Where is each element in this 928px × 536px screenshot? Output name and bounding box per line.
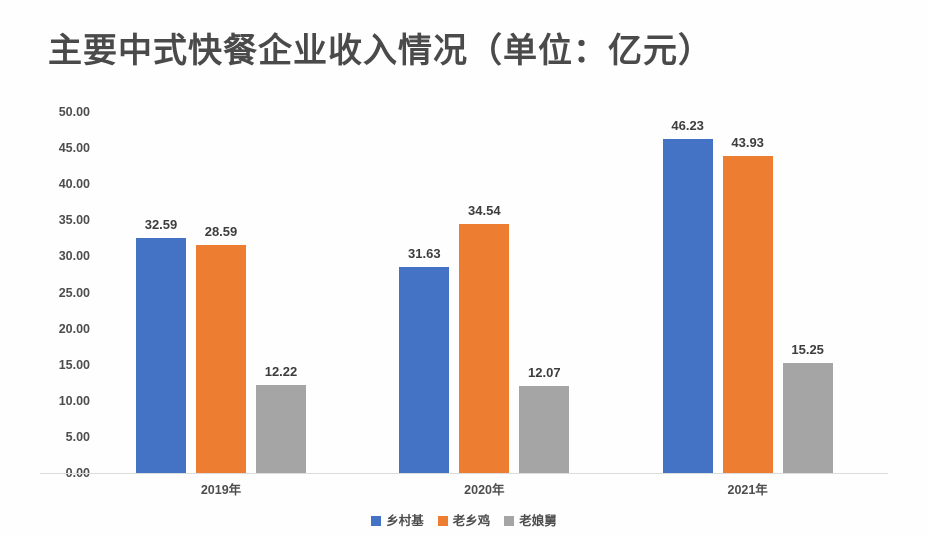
bar-老乡鸡[interactable]: 43.93	[722, 135, 773, 473]
x-axis-line	[40, 473, 888, 474]
legend-item[interactable]: 乡村基	[371, 513, 424, 528]
y-axis-tick-label: 20.00	[58, 321, 90, 336]
bar-group: 31.63 34.54 12.07	[399, 112, 570, 473]
y-axis: 0.00 5.00 10.00 15.00 20.00 25.00 30.00 35.00 40…	[30, 105, 90, 480]
bar-乡村基[interactable]: 46.23	[662, 119, 713, 473]
bar-value-label: 46.23	[671, 118, 704, 134]
legend-swatch-icon	[504, 516, 515, 526]
y-axis-tick-label: 10.00	[58, 393, 90, 408]
x-axis: 2019年 2020年 2021年	[98, 481, 888, 503]
bar-group: 32.59 28.59 12.22	[136, 112, 306, 473]
chart-legend: 乡村基 老乡鸡 老娘舅	[0, 509, 928, 533]
bar-rect	[722, 155, 773, 473]
bar-rect	[519, 385, 570, 473]
legend-swatch-icon	[371, 516, 382, 526]
y-axis-tick-label: 45.00	[58, 141, 90, 156]
legend-label: 老娘舅	[519, 513, 557, 528]
bar-value-label: 34.54	[468, 202, 501, 218]
legend-swatch-icon	[437, 516, 448, 526]
x-axis-tick-label: 2021年	[727, 483, 768, 497]
legend-item[interactable]: 老娘舅	[504, 513, 557, 528]
plot-area: 32.59 28.59 12.22 31.63 34.54 12.07 46.23 43.93…	[98, 112, 888, 473]
bar-rect	[459, 223, 510, 473]
bar-value-label: 43.93	[731, 134, 764, 150]
bar-group: 46.23 43.93 15.25	[662, 112, 833, 473]
legend-label: 乡村基	[386, 513, 424, 528]
legend-item[interactable]: 老乡鸡	[437, 513, 491, 528]
chart-title: 主要中式快餐企业收入情况（单位：亿元）	[48, 32, 713, 70]
bar-value-label: 32.59	[144, 216, 178, 232]
bar-rect	[662, 139, 713, 473]
x-axis-tick-label: 2020年	[464, 483, 505, 497]
bar-老娘舅[interactable]: 15.25	[782, 342, 833, 473]
bar-rect	[136, 237, 186, 473]
x-axis-tick-label: 2019年	[200, 483, 242, 497]
bar-老乡鸡[interactable]: 34.54	[459, 203, 510, 473]
bar-老乡鸡[interactable]: 28.59	[196, 224, 246, 473]
bar-value-label: 12.22	[264, 363, 298, 379]
y-axis-tick-label: 25.00	[58, 285, 90, 300]
y-axis-tick-label: 5.00	[65, 429, 90, 444]
bar-乡村基[interactable]: 31.63	[399, 246, 450, 473]
bar-rect	[256, 384, 306, 473]
bar-rect	[782, 362, 833, 473]
y-axis-tick-label: 15.00	[58, 357, 90, 372]
bar-value-label: 12.07	[528, 364, 561, 380]
bar-value-label: 28.59	[204, 223, 238, 239]
y-axis-tick-label: 40.00	[58, 177, 90, 192]
y-axis-tick-label: 30.00	[58, 249, 90, 264]
bar-老娘舅[interactable]: 12.22	[256, 364, 306, 473]
bar-乡村基[interactable]: 32.59	[136, 217, 186, 473]
bar-rect	[399, 266, 450, 473]
legend-label: 老乡鸡	[452, 513, 491, 528]
bar-value-label: 15.25	[791, 341, 824, 357]
y-axis-tick-label: 35.00	[58, 213, 90, 228]
bar-rect	[196, 244, 246, 473]
bar-老娘舅[interactable]: 12.07	[519, 365, 570, 473]
bar-value-label: 31.63	[408, 245, 441, 261]
y-axis-tick-label: 50.00	[58, 105, 90, 119]
